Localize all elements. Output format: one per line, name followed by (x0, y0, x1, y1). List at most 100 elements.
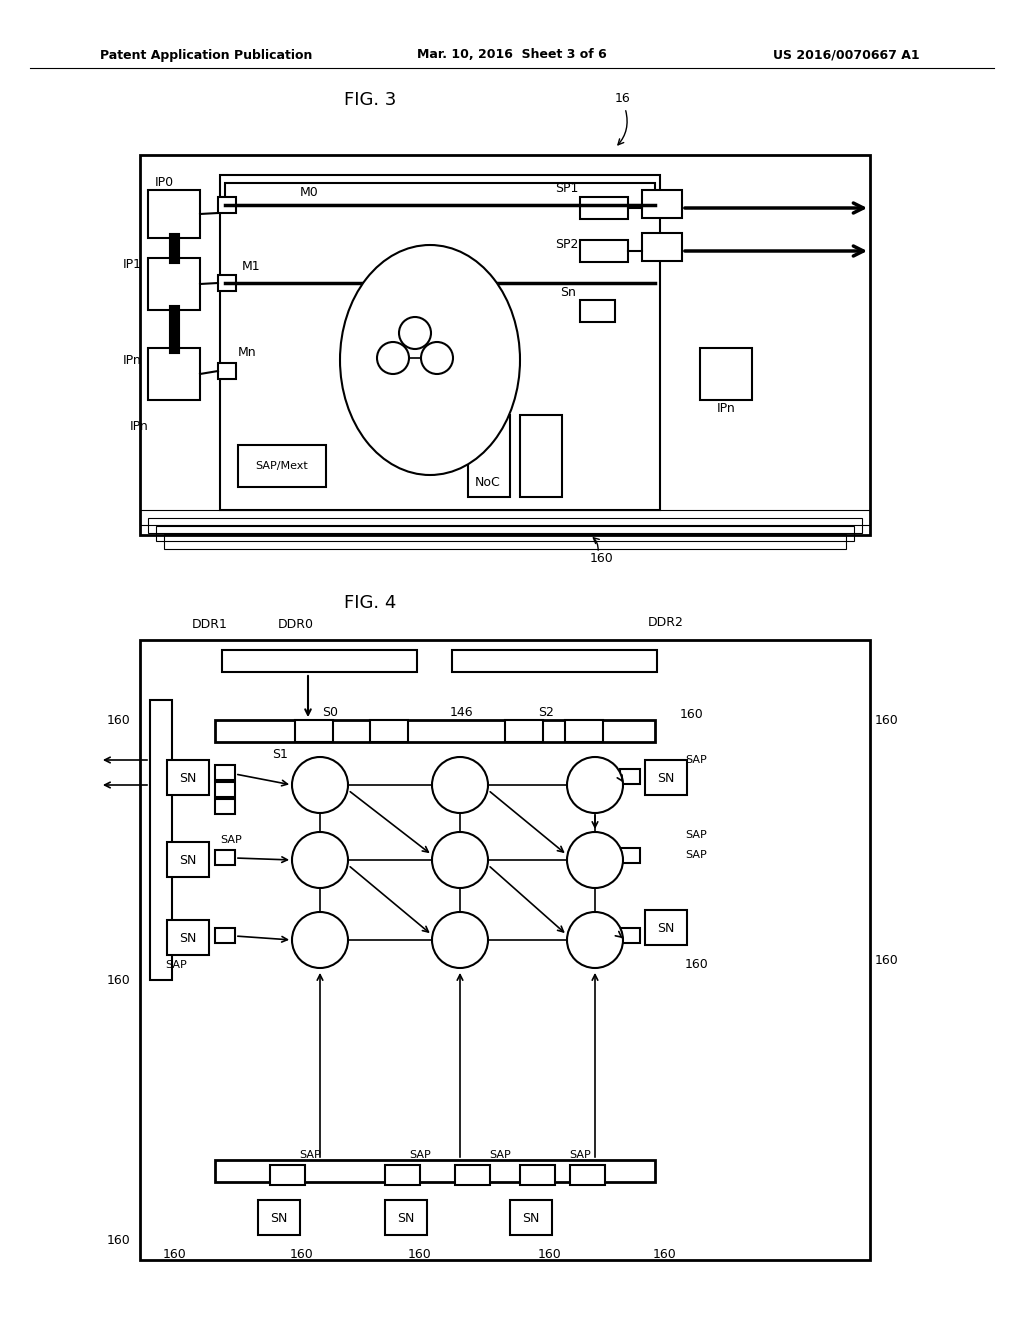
Text: 160: 160 (539, 1249, 562, 1262)
Text: 160: 160 (874, 714, 899, 726)
Text: SN: SN (179, 932, 197, 945)
Circle shape (567, 832, 623, 888)
Bar (452, 649, 657, 672)
Bar (505, 719, 543, 742)
Circle shape (421, 342, 453, 374)
Text: IPn: IPn (123, 354, 142, 367)
Circle shape (292, 832, 348, 888)
Circle shape (432, 756, 488, 813)
Bar (167, 760, 209, 795)
Text: 160: 160 (685, 958, 709, 972)
Text: SN: SN (522, 1212, 540, 1225)
Text: FIG. 3: FIG. 3 (344, 91, 396, 110)
Bar (215, 766, 234, 780)
Text: 160: 160 (106, 974, 130, 986)
Bar (370, 719, 408, 742)
Text: DDR2: DDR2 (648, 615, 684, 628)
Text: IP1: IP1 (123, 257, 142, 271)
Bar (140, 510, 870, 525)
Text: SN: SN (179, 854, 197, 866)
Text: SAP: SAP (685, 755, 707, 766)
Text: FIG. 4: FIG. 4 (344, 594, 396, 612)
Bar (218, 275, 236, 290)
Text: S1: S1 (272, 748, 288, 762)
Text: M0: M0 (300, 186, 318, 198)
Circle shape (377, 342, 409, 374)
Text: 160: 160 (409, 1249, 432, 1262)
Bar (167, 920, 209, 954)
Circle shape (567, 912, 623, 968)
Bar (520, 1166, 555, 1185)
Text: SAP: SAP (489, 1150, 511, 1160)
Text: M1: M1 (242, 260, 261, 273)
Text: 160: 160 (290, 1249, 314, 1262)
Text: IPn: IPn (130, 421, 148, 433)
Text: SAP: SAP (220, 836, 242, 845)
Bar (215, 799, 234, 814)
Circle shape (432, 832, 488, 888)
Text: SAP: SAP (685, 830, 707, 840)
Text: 146: 146 (450, 705, 474, 718)
Bar (225, 183, 655, 205)
Bar (215, 928, 234, 942)
Bar (218, 197, 236, 213)
Bar (148, 517, 862, 533)
Text: Mn: Mn (238, 346, 257, 359)
Bar (385, 1166, 420, 1185)
Bar (642, 234, 682, 261)
Bar (220, 176, 660, 510)
Bar (385, 1200, 427, 1236)
Text: 160: 160 (106, 714, 130, 726)
Text: IPn: IPn (717, 401, 735, 414)
Circle shape (292, 912, 348, 968)
Text: Sn: Sn (560, 286, 575, 300)
Text: SN: SN (397, 1212, 415, 1225)
Text: S2: S2 (538, 705, 554, 718)
Text: DDR0: DDR0 (278, 619, 314, 631)
Text: NoC: NoC (475, 477, 501, 490)
Text: 160: 160 (163, 1249, 186, 1262)
Bar (468, 414, 510, 498)
Text: SN: SN (270, 1212, 288, 1225)
Text: SAP: SAP (299, 1150, 321, 1160)
Bar (520, 414, 562, 498)
Bar (215, 850, 234, 865)
Text: 160: 160 (590, 552, 613, 565)
Bar (620, 847, 640, 863)
Text: 160: 160 (106, 1233, 130, 1246)
Circle shape (399, 317, 431, 348)
Text: SN: SN (657, 771, 675, 784)
Text: SN: SN (179, 771, 197, 784)
Text: 160: 160 (874, 953, 899, 966)
Bar (645, 760, 687, 795)
Circle shape (567, 756, 623, 813)
Text: 160: 160 (653, 1249, 677, 1262)
Bar (642, 190, 682, 218)
Text: SAP: SAP (569, 1150, 591, 1160)
Text: S0: S0 (322, 705, 338, 718)
Text: SAP: SAP (685, 850, 707, 861)
Bar (238, 445, 326, 487)
Text: SP2: SP2 (555, 239, 578, 252)
Bar (140, 640, 870, 1261)
Text: 16: 16 (615, 91, 631, 104)
Bar (215, 719, 655, 742)
Bar (140, 154, 870, 535)
Text: US 2016/0070667 A1: US 2016/0070667 A1 (773, 49, 920, 62)
Bar (620, 770, 640, 784)
Bar (645, 909, 687, 945)
Bar (565, 719, 603, 742)
Circle shape (292, 756, 348, 813)
Bar (167, 842, 209, 876)
Bar (150, 700, 172, 979)
Bar (570, 1166, 605, 1185)
Bar (148, 348, 200, 400)
Text: Mar. 10, 2016  Sheet 3 of 6: Mar. 10, 2016 Sheet 3 of 6 (417, 49, 607, 62)
Bar (620, 928, 640, 942)
Bar (580, 240, 628, 261)
Bar (215, 781, 234, 797)
Bar (270, 1166, 305, 1185)
Text: IP0: IP0 (155, 177, 174, 190)
Text: Patent Application Publication: Patent Application Publication (100, 49, 312, 62)
Ellipse shape (340, 246, 520, 475)
